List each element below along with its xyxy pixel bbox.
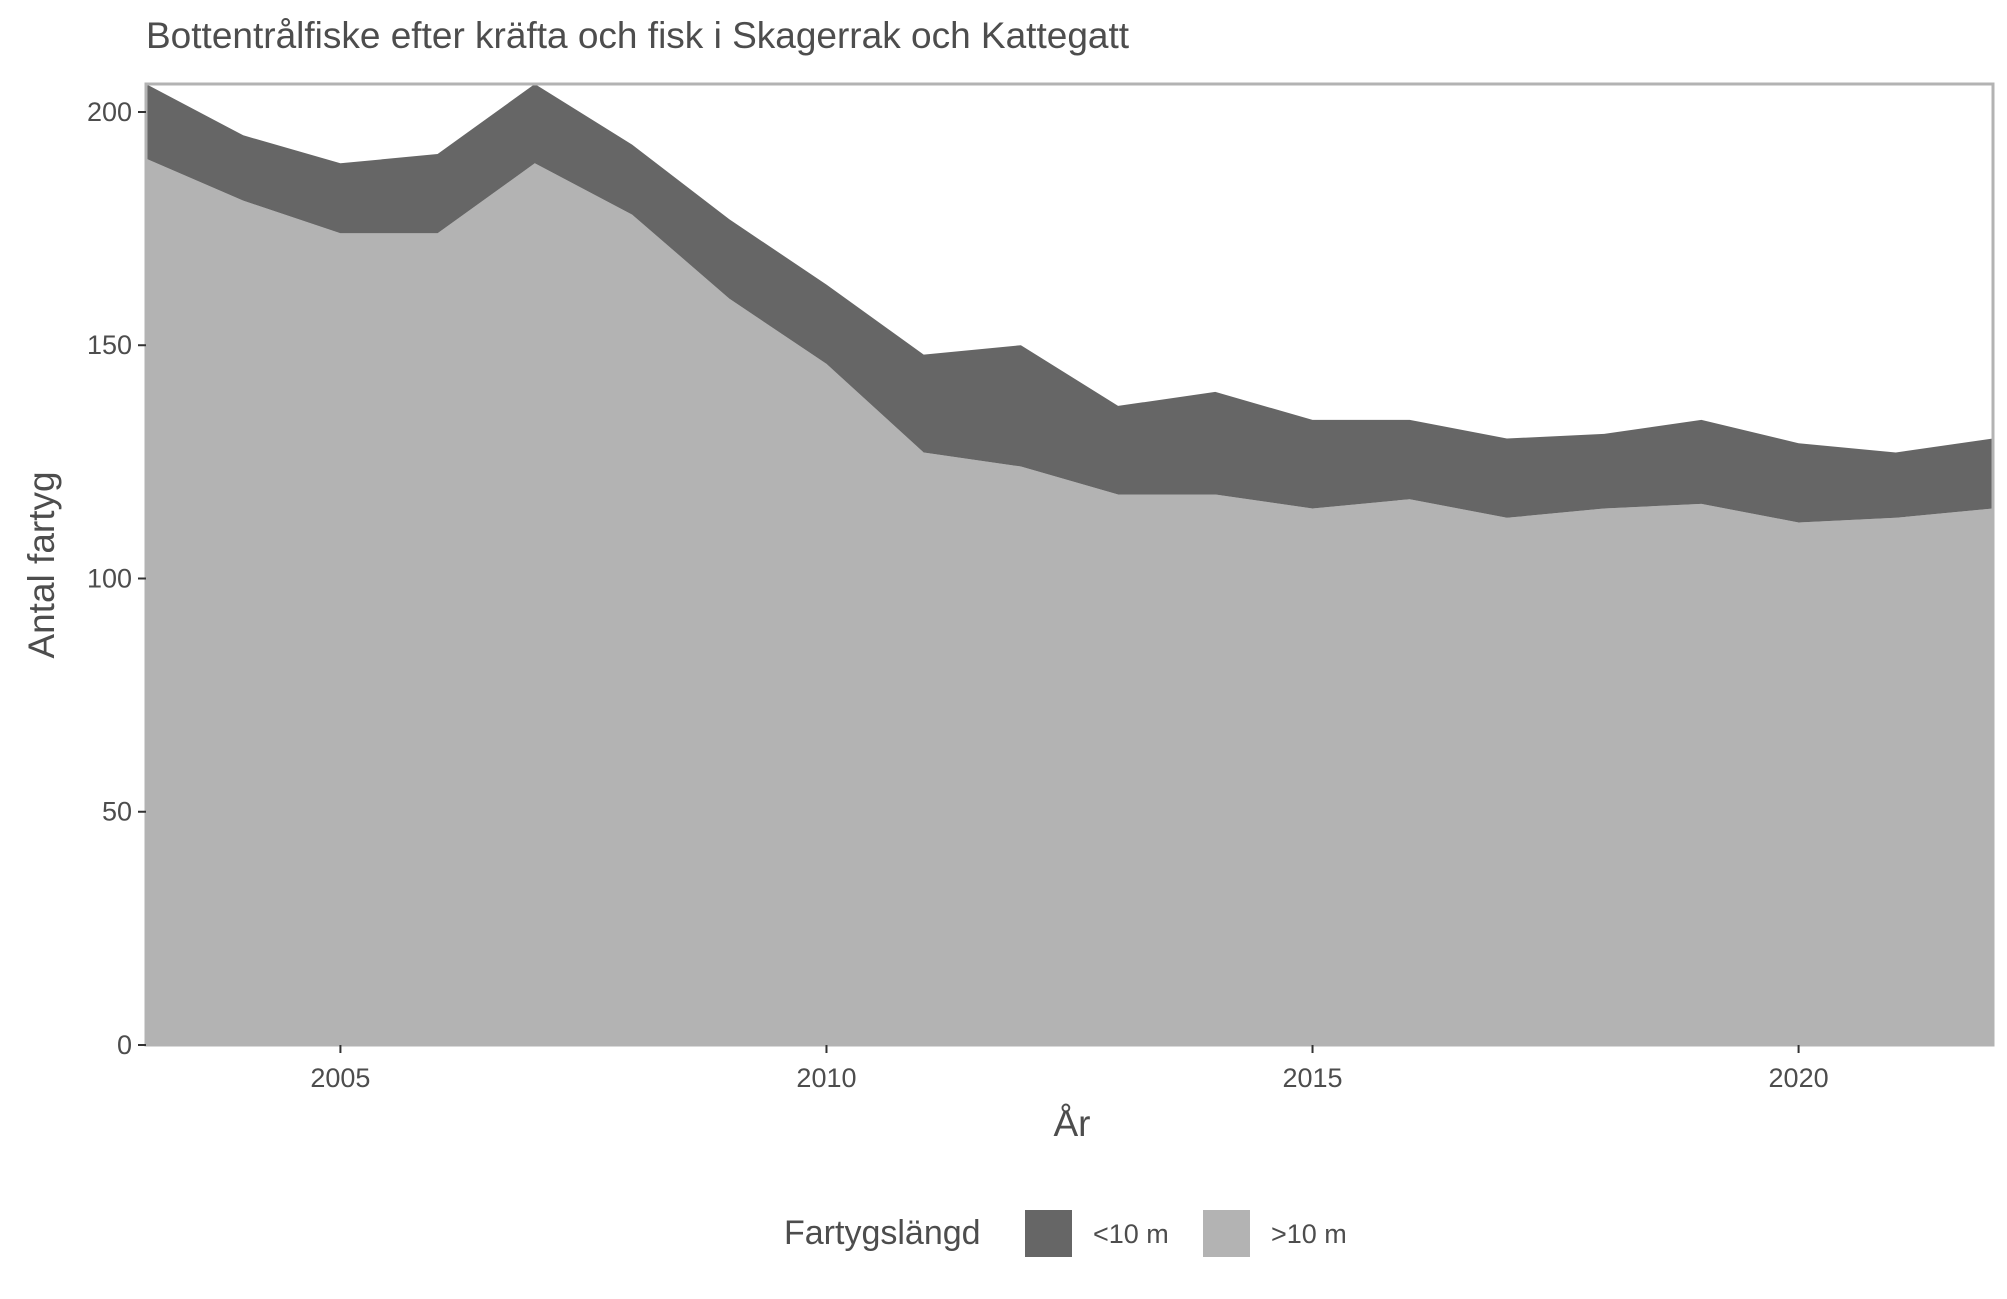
legend-title: Fartygslängd	[784, 1214, 981, 1252]
y-axis-title: Antal fartyg	[21, 471, 62, 658]
legend-key	[1025, 1210, 1072, 1257]
y-tick-label: 0	[117, 1030, 132, 1060]
x-tick-label: 2015	[1282, 1063, 1342, 1093]
x-tick-label: 2010	[796, 1063, 856, 1093]
legend-label: <10 m	[1093, 1219, 1169, 1249]
legend: Fartygslängd <10 m >10 m	[784, 1210, 1347, 1257]
x-tick-label: 2020	[1769, 1063, 1829, 1093]
x-tick-label: 2005	[310, 1063, 370, 1093]
y-tick-label: 200	[87, 97, 132, 127]
y-axis: 0 50 100 150 200	[87, 97, 146, 1060]
y-tick-label: 100	[87, 563, 132, 593]
area-series-1	[146, 84, 1993, 523]
x-axis: 2005 2010 2015 2020	[310, 1045, 1829, 1093]
legend-label: >10 m	[1271, 1219, 1347, 1249]
legend-key	[1203, 1210, 1250, 1257]
chart-title: Bottentrålfiske efter kräfta och fisk i …	[146, 15, 1130, 56]
plot-area	[144, 82, 1995, 1047]
x-axis-title: År	[1054, 1103, 1091, 1144]
plot-border	[144, 82, 1995, 1047]
area-series-0	[146, 158, 1993, 1046]
y-tick-label: 150	[87, 330, 132, 360]
y-tick-label: 50	[102, 797, 132, 827]
